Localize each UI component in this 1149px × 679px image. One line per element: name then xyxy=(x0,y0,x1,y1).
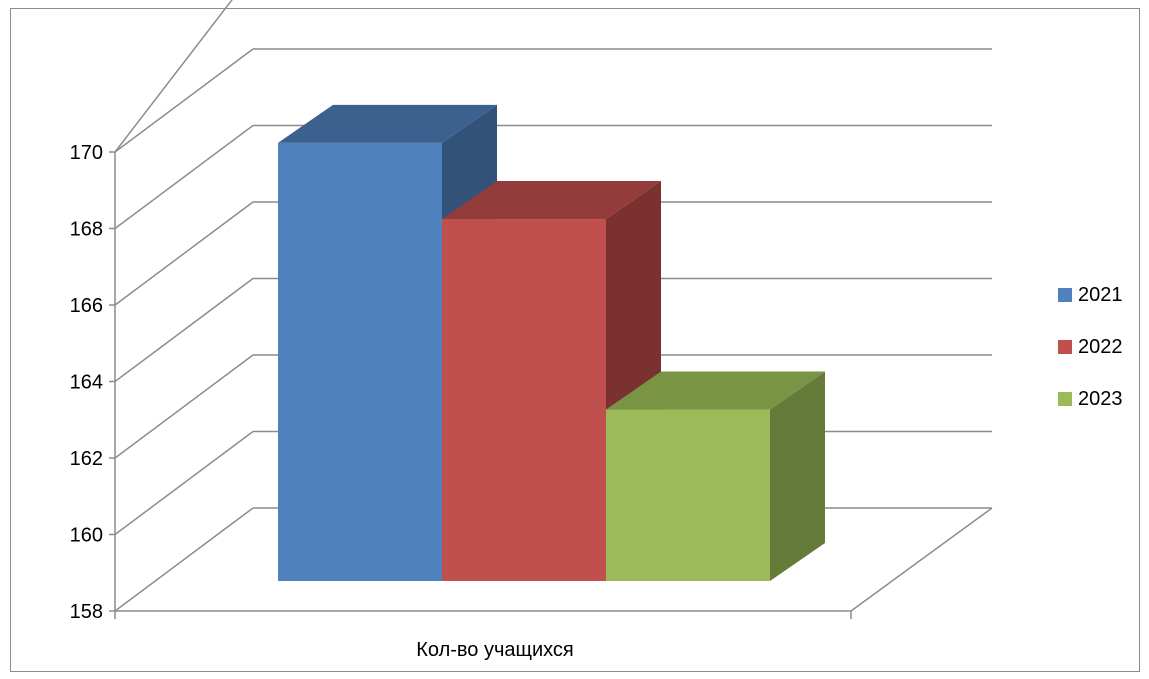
legend-label-2021: 2021 xyxy=(1078,284,1123,306)
gridline-side xyxy=(114,124,254,230)
y-tick-label: 168 xyxy=(70,219,103,241)
legend-swatch-2023 xyxy=(1058,392,1072,406)
y-tick-label: 164 xyxy=(70,372,103,394)
gridline-side xyxy=(114,48,254,153)
bars xyxy=(278,104,825,582)
y-tick-label: 170 xyxy=(70,142,103,164)
bar-front-2021 xyxy=(278,142,442,581)
legend-label-2022: 2022 xyxy=(1078,336,1123,358)
y-axis-ticks: 158 160 162 164 166 168 170 xyxy=(70,142,115,623)
y-tick-label: 160 xyxy=(70,525,103,547)
gridline-side xyxy=(114,507,254,612)
legend-label-2023: 2023 xyxy=(1078,388,1123,410)
y-tick-label: 158 xyxy=(70,601,103,623)
legend-swatch-2021 xyxy=(1058,288,1072,302)
floor-right-edge xyxy=(850,507,993,612)
bar-front-2022 xyxy=(442,219,606,582)
category-label: Кол-во учащихся xyxy=(416,639,574,661)
bar-2023 xyxy=(606,371,825,581)
y-tick-label: 166 xyxy=(70,295,103,317)
gridline-side xyxy=(114,430,254,536)
legend: 2021 2022 2023 xyxy=(1058,284,1123,410)
gridline-side xyxy=(114,201,254,306)
bar-side-2023 xyxy=(770,371,825,581)
gridline-side xyxy=(114,277,254,383)
x-axis: Кол-во учащихся xyxy=(114,611,852,661)
bar-top-2023 xyxy=(606,371,825,410)
bar-top-2021 xyxy=(278,104,497,143)
y-tick-label: 162 xyxy=(70,448,103,470)
gridline-side xyxy=(114,354,254,459)
bar-front-2023 xyxy=(606,409,770,581)
legend-swatch-2022 xyxy=(1058,340,1072,354)
gridline-side xyxy=(114,0,233,153)
bar-top-2022 xyxy=(442,181,661,220)
